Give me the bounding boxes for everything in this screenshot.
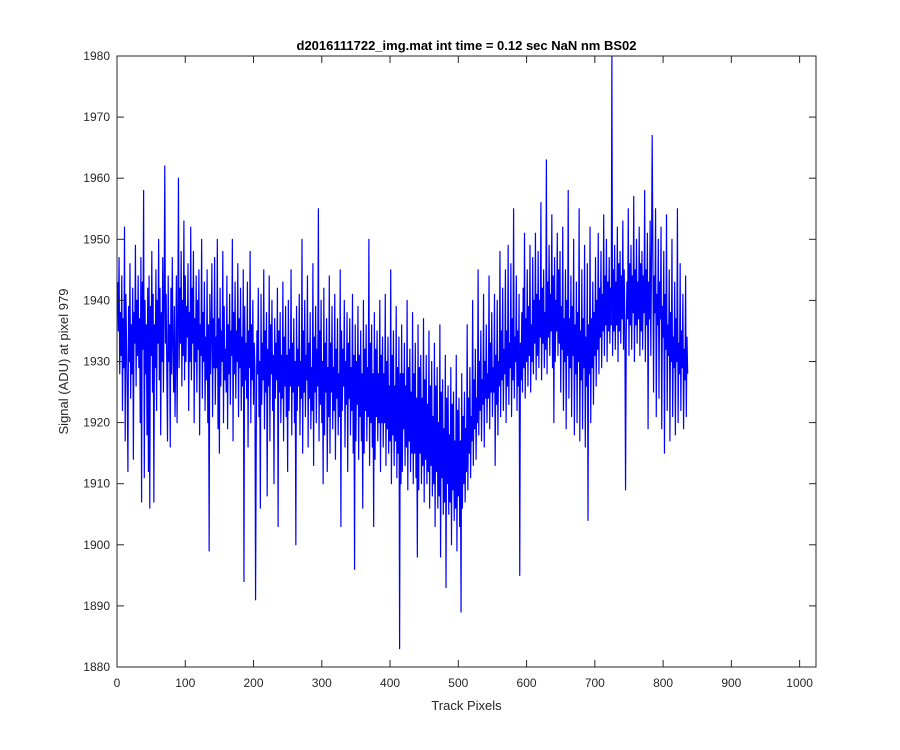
- y-tick-label: 1880: [83, 660, 110, 674]
- x-tick-label: 1000: [786, 676, 813, 690]
- y-tick-label: 1930: [83, 355, 110, 369]
- y-tick-label: 1960: [83, 171, 110, 185]
- y-axis-label: Signal (ADU) at pixel 979: [56, 289, 71, 435]
- plot-line-group: [117, 56, 689, 650]
- x-tick-label: 600: [517, 676, 537, 690]
- x-tick-label: 200: [244, 676, 264, 690]
- x-tick-label: 700: [585, 676, 605, 690]
- y-tick-label: 1910: [83, 477, 110, 491]
- x-tick-label: 900: [721, 676, 741, 690]
- y-tick-label: 1900: [83, 538, 110, 552]
- series-line: [117, 56, 689, 650]
- y-tick-label: 1980: [83, 49, 110, 63]
- chart-title: d2016111722_img.mat int time = 0.12 sec …: [297, 38, 637, 53]
- x-tick-label: 400: [380, 676, 400, 690]
- y-tick-label: 1970: [83, 110, 110, 124]
- x-tick-label: 800: [653, 676, 673, 690]
- y-axis-ticks: 1880 1890 1900 1910 1920 1930 1940 1950 1960 1970…: [83, 49, 816, 674]
- y-tick-label: 1920: [83, 416, 110, 430]
- x-axis-ticks: 0 100 200 300 400 500 600 700 800 900 1000: [114, 56, 813, 690]
- x-tick-label: 100: [175, 676, 195, 690]
- y-tick-label: 1940: [83, 293, 110, 307]
- x-tick-label: 500: [448, 676, 468, 690]
- x-tick-label: 300: [312, 676, 332, 690]
- y-tick-label: 1890: [83, 599, 110, 613]
- x-axis-label: Track Pixels: [431, 698, 502, 713]
- y-tick-label: 1950: [83, 232, 110, 246]
- x-tick-label: 0: [114, 676, 121, 690]
